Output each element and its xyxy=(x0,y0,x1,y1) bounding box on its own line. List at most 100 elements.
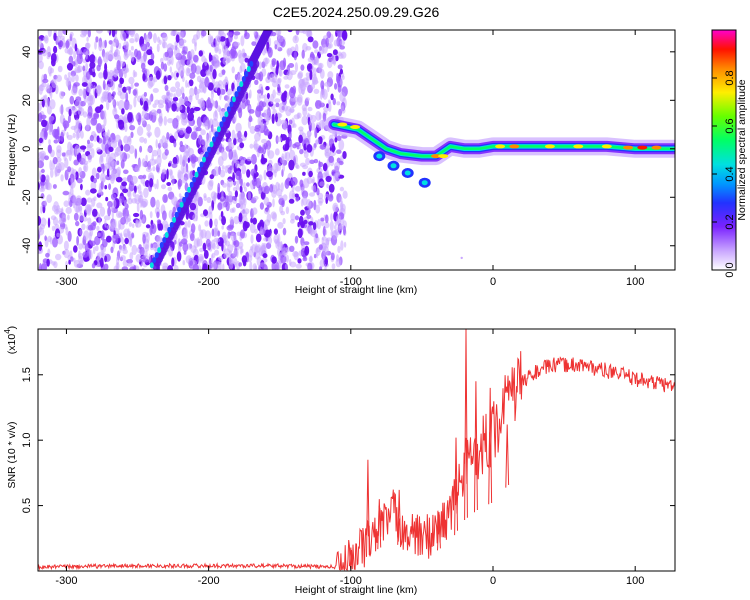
noise-speckle xyxy=(305,46,312,51)
noise-speckle xyxy=(53,139,59,144)
noise-speckle xyxy=(334,83,338,90)
noise-speckle xyxy=(254,245,261,253)
noise-speckle xyxy=(288,198,295,204)
noise-speckle xyxy=(171,175,175,186)
noise-speckle xyxy=(324,263,327,270)
noise-speckle xyxy=(247,92,251,99)
noise-speckle xyxy=(177,178,183,188)
noise-speckle xyxy=(38,157,41,168)
noise-speckle xyxy=(333,39,339,47)
noise-speckle xyxy=(297,112,302,119)
noise-speckle xyxy=(143,138,148,144)
noise-speckle xyxy=(242,220,248,232)
noise-speckle xyxy=(297,94,303,103)
noise-speckle xyxy=(190,245,197,254)
noise-speckle xyxy=(140,43,148,52)
noise-speckle xyxy=(172,206,176,214)
noise-speckle xyxy=(159,223,164,231)
noise-speckle xyxy=(330,213,333,222)
noise-speckle xyxy=(233,240,240,248)
noise-speckle xyxy=(142,174,147,180)
noise-speckle xyxy=(308,256,313,263)
noise-speckle xyxy=(143,187,149,198)
noise-speckle xyxy=(294,235,299,244)
noise-speckle xyxy=(282,120,288,131)
snr-ticks: -300 -200 -100 0 100 0.5 1.0 1.5 xyxy=(21,329,675,587)
snr-spike xyxy=(377,499,382,550)
noise-speckle xyxy=(104,39,107,49)
noise-speckle xyxy=(340,105,345,112)
noise-speckle xyxy=(221,69,226,76)
colorbar-tick-label: 0.4 xyxy=(724,166,736,181)
noise-speckle xyxy=(180,163,185,175)
noise-speckle xyxy=(55,74,63,82)
noise-speckle xyxy=(297,222,300,228)
diagonal-trace xyxy=(199,161,204,168)
noise-speckle xyxy=(265,57,268,67)
noise-speckle xyxy=(146,49,153,56)
noise-speckle xyxy=(89,134,94,142)
noise-speckle xyxy=(122,117,128,124)
noise-speckle xyxy=(40,205,43,214)
noise-speckle xyxy=(285,151,291,162)
noise-speckle xyxy=(263,93,267,104)
noise-speckle xyxy=(299,179,304,188)
noise-speckle xyxy=(125,92,129,102)
noise-speckle xyxy=(70,256,74,262)
noise-speckle xyxy=(93,177,97,184)
secondary-branch xyxy=(376,153,383,159)
noise-speckle xyxy=(65,77,70,87)
noise-speckle xyxy=(286,91,289,100)
noise-speckle xyxy=(199,97,205,108)
noise-speckle xyxy=(233,41,241,47)
noise-speckle xyxy=(295,162,299,169)
noise-speckle xyxy=(314,127,318,139)
noise-speckle xyxy=(143,250,148,258)
noise-speckle xyxy=(313,253,317,259)
noise-speckle xyxy=(47,235,52,243)
noise-speckle xyxy=(233,31,241,36)
noise-speckle xyxy=(94,41,97,50)
noise-speckle xyxy=(266,204,270,210)
snr-marks xyxy=(38,329,675,571)
noise-speckle xyxy=(121,181,127,187)
noise-speckle xyxy=(334,137,338,143)
noise-speckle xyxy=(275,188,283,197)
noise-speckle xyxy=(180,98,185,106)
diagonal-trace xyxy=(162,237,167,243)
noise-speckle xyxy=(102,135,106,145)
noise-speckle xyxy=(311,179,315,184)
noise-speckle xyxy=(278,102,286,113)
noise-speckle xyxy=(237,49,242,59)
noise-speckle xyxy=(339,45,345,50)
diagonal-band xyxy=(264,30,273,35)
noise-speckle xyxy=(40,114,47,120)
noise-speckle xyxy=(141,201,148,207)
noise-speckle xyxy=(190,154,197,164)
noise-speckle xyxy=(96,202,103,209)
noise-speckle xyxy=(200,129,206,136)
noise-speckle xyxy=(269,184,274,193)
noise-speckle xyxy=(260,124,265,131)
noise-speckle xyxy=(343,241,347,248)
noise-speckle xyxy=(185,79,188,88)
noise-speckle xyxy=(171,71,174,79)
noise-speckle xyxy=(277,35,284,43)
noise-speckle xyxy=(281,92,287,103)
noise-speckle xyxy=(122,177,128,182)
noise-speckle xyxy=(312,40,319,49)
noise-speckle xyxy=(193,106,201,112)
noise-speckle xyxy=(119,77,125,85)
noise-speckle xyxy=(112,233,120,239)
noise-speckle xyxy=(71,87,78,96)
noise-speckle xyxy=(294,193,299,198)
noise-speckle xyxy=(263,142,268,150)
noise-speckle xyxy=(343,225,346,236)
noise-speckle xyxy=(127,262,133,267)
noise-speckle xyxy=(205,238,211,247)
noise-speckle xyxy=(265,86,270,91)
noise-speckle xyxy=(337,245,341,254)
noise-speckle xyxy=(110,193,117,200)
noise-speckle xyxy=(82,88,86,99)
noise-speckle xyxy=(40,168,45,174)
